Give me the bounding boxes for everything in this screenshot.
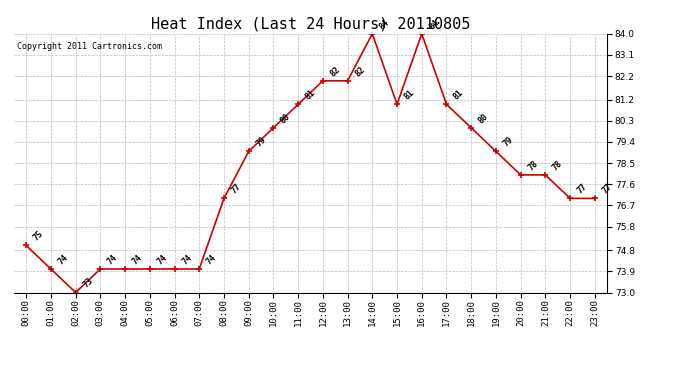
Text: 80: 80 <box>477 112 490 125</box>
Text: 82: 82 <box>328 64 342 78</box>
Text: 77: 77 <box>575 182 589 196</box>
Text: 78: 78 <box>551 159 564 172</box>
Title: Heat Index (Last 24 Hours) 20110805: Heat Index (Last 24 Hours) 20110805 <box>151 16 470 31</box>
Text: 84: 84 <box>427 18 441 31</box>
Text: 84: 84 <box>378 18 391 31</box>
Text: 75: 75 <box>32 229 45 243</box>
Text: 77: 77 <box>600 182 614 196</box>
Text: 74: 74 <box>130 253 144 266</box>
Text: 74: 74 <box>205 253 218 266</box>
Text: 78: 78 <box>526 159 540 172</box>
Text: 80: 80 <box>279 112 293 125</box>
Text: 74: 74 <box>57 253 70 266</box>
Text: 74: 74 <box>180 253 193 266</box>
Text: 74: 74 <box>155 253 169 266</box>
Text: 81: 81 <box>304 88 317 102</box>
Text: 81: 81 <box>452 88 466 102</box>
Text: 73: 73 <box>81 276 95 290</box>
Text: 77: 77 <box>230 182 243 196</box>
Text: 82: 82 <box>353 64 366 78</box>
Text: 79: 79 <box>502 135 515 148</box>
Text: Copyright 2011 Cartronics.com: Copyright 2011 Cartronics.com <box>17 42 161 51</box>
Text: 74: 74 <box>106 253 119 266</box>
Text: 79: 79 <box>254 135 268 148</box>
Text: 81: 81 <box>402 88 416 102</box>
